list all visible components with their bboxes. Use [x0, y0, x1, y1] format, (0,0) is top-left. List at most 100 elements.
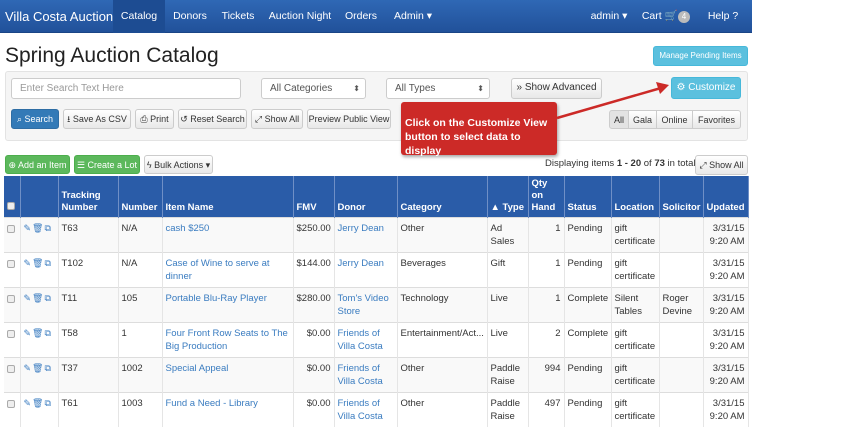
edit-icon[interactable]: ✎: [24, 223, 33, 233]
row-checkbox[interactable]: [7, 225, 15, 233]
donor-link[interactable]: Jerry Dean: [338, 223, 384, 234]
nav-admin[interactable]: Admin ▾: [388, 0, 438, 33]
trash-icon[interactable]: 🗑: [32, 398, 44, 408]
help-label: Help: [708, 10, 730, 22]
row-checkbox[interactable]: [7, 330, 15, 338]
nav-donors[interactable]: Donors: [167, 0, 213, 33]
column-header-donor[interactable]: Donor: [334, 176, 397, 218]
qty-on-hand-value: 994: [545, 363, 561, 374]
column-header-tracking-number[interactable]: Tracking Number: [58, 176, 118, 218]
donor-link[interactable]: Friends of Villa Costa: [338, 398, 383, 422]
cell-status: Pending: [564, 393, 611, 427]
add-item-button[interactable]: ⊕ Add an Item: [5, 155, 70, 174]
trash-icon[interactable]: 🗑: [32, 363, 44, 373]
search-input[interactable]: Enter Search Text Here: [11, 78, 241, 99]
show-all-button[interactable]: ⤢ Show All: [695, 155, 748, 175]
fmv-value: $0.00: [307, 398, 331, 409]
create-lot-button[interactable]: ☰ Create a Lot: [74, 155, 140, 174]
tracking-number-value: T11: [62, 293, 78, 304]
location-value: Silent Tables: [615, 293, 642, 317]
row-checkbox[interactable]: [7, 295, 15, 303]
print-button[interactable]: ⎙ Print: [135, 109, 174, 129]
column-header-location[interactable]: Location: [611, 176, 659, 218]
copy-icon[interactable]: ⧉: [44, 363, 51, 373]
trash-icon[interactable]: 🗑: [32, 328, 44, 338]
search-button[interactable]: ⌕ Search: [11, 109, 59, 129]
copy-icon[interactable]: ⧉: [44, 223, 51, 233]
manage-pending-button[interactable]: Manage Pending Items: [653, 46, 748, 66]
nav-auction-night[interactable]: Auction Night: [265, 0, 335, 33]
cell-category: Entertainment/Act...: [397, 323, 487, 358]
column-header-type[interactable]: ▲ Type: [487, 176, 528, 218]
donor-link[interactable]: Friends of Villa Costa: [338, 363, 383, 387]
donor-link[interactable]: Friends of Villa Costa: [338, 328, 383, 352]
column-header-fmv[interactable]: FMV: [293, 176, 334, 218]
column-header-number[interactable]: Number: [118, 176, 162, 218]
column-header-qty-on-hand[interactable]: Qty on Hand: [528, 176, 564, 218]
column-header-solicitor[interactable]: Solicitor: [659, 176, 703, 218]
cell-updated: 3/31/15 9:20 AM: [703, 358, 748, 393]
cell-location: gift certificate: [611, 218, 659, 253]
show-all-filter-button[interactable]: ⤢ Show All: [251, 109, 303, 129]
bolt-icon: ϟ: [147, 160, 152, 170]
column-header-updated[interactable]: Updated: [703, 176, 748, 218]
donor-link[interactable]: Tom's Video Store: [338, 293, 389, 317]
edit-icon[interactable]: ✎: [24, 328, 33, 338]
item-name-link[interactable]: Special Appeal: [166, 363, 229, 374]
copy-icon[interactable]: ⧉: [44, 328, 51, 338]
edit-icon[interactable]: ✎: [24, 293, 33, 303]
trash-icon[interactable]: 🗑: [32, 223, 44, 233]
nav-help[interactable]: Help ?: [702, 0, 744, 33]
preview-public-view-button[interactable]: Preview Public View: [307, 109, 391, 129]
column-header-actions[interactable]: [20, 176, 58, 218]
view-favorites-tab[interactable]: Favorites: [692, 110, 741, 129]
edit-icon[interactable]: ✎: [24, 258, 33, 268]
nav-orders[interactable]: Orders: [340, 0, 382, 33]
trash-icon[interactable]: 🗑: [32, 258, 44, 268]
row-checkbox[interactable]: [7, 400, 15, 408]
edit-icon[interactable]: ✎: [24, 398, 33, 408]
category-select[interactable]: All Categories⬍: [261, 78, 366, 99]
print-icon: ⎙: [140, 114, 147, 124]
nav-cart[interactable]: Cart 🛒4: [640, 0, 692, 33]
column-header-item-name[interactable]: Item Name: [162, 176, 293, 218]
type-value: Live: [491, 328, 508, 339]
nav-user-admin[interactable]: admin ▾: [585, 0, 633, 33]
reset-search-button[interactable]: ↺ Reset Search: [178, 109, 247, 129]
cell-item-name: cash $250: [162, 218, 293, 253]
item-name-link[interactable]: Portable Blu-Ray Player: [166, 293, 267, 304]
item-name-link[interactable]: Case of Wine to serve at dinner: [166, 258, 270, 282]
column-header-status[interactable]: Status: [564, 176, 611, 218]
cell-tracking-number: T63: [58, 218, 118, 253]
tracking-number-value: T61: [62, 398, 78, 409]
column-header-select-all[interactable]: [4, 176, 20, 218]
category-value: Technology: [401, 293, 449, 304]
save-csv-button[interactable]: ⭳ Save As CSV: [63, 109, 131, 129]
nav-catalog[interactable]: Catalog: [113, 0, 165, 33]
edit-icon[interactable]: ✎: [24, 363, 33, 373]
trash-icon[interactable]: 🗑: [32, 293, 44, 303]
customize-button[interactable]: ⚙ Customize: [671, 77, 741, 99]
donor-link[interactable]: Jerry Dean: [338, 258, 384, 269]
cell-updated: 3/31/15 9:20 AM: [703, 323, 748, 358]
copy-icon[interactable]: ⧉: [44, 258, 51, 268]
item-name-link[interactable]: Four Front Row Seats to The Big Producti…: [166, 328, 288, 352]
select-all-checkbox[interactable]: [7, 202, 15, 210]
brand-link[interactable]: Villa Costa Auction: [5, 0, 113, 33]
copy-icon[interactable]: ⧉: [44, 293, 51, 303]
location-value: gift certificate: [615, 223, 656, 247]
type-select[interactable]: All Types⬍: [386, 78, 490, 99]
row-checkbox[interactable]: [7, 260, 15, 268]
column-header-category[interactable]: Category: [397, 176, 487, 218]
paging-range: 1 - 20: [617, 158, 641, 169]
number-value: 1002: [122, 363, 143, 374]
updated-value: 3/31/15 9:20 AM: [710, 293, 745, 317]
cell-location: gift certificate: [611, 253, 659, 288]
bulk-actions-dropdown[interactable]: ϟ Bulk Actions ▾: [144, 155, 213, 174]
row-checkbox[interactable]: [7, 365, 15, 373]
nav-tickets[interactable]: Tickets: [215, 0, 261, 33]
item-name-link[interactable]: cash $250: [166, 223, 210, 234]
item-name-link[interactable]: Fund a Need - Library: [166, 398, 258, 409]
copy-icon[interactable]: ⧉: [44, 398, 51, 408]
